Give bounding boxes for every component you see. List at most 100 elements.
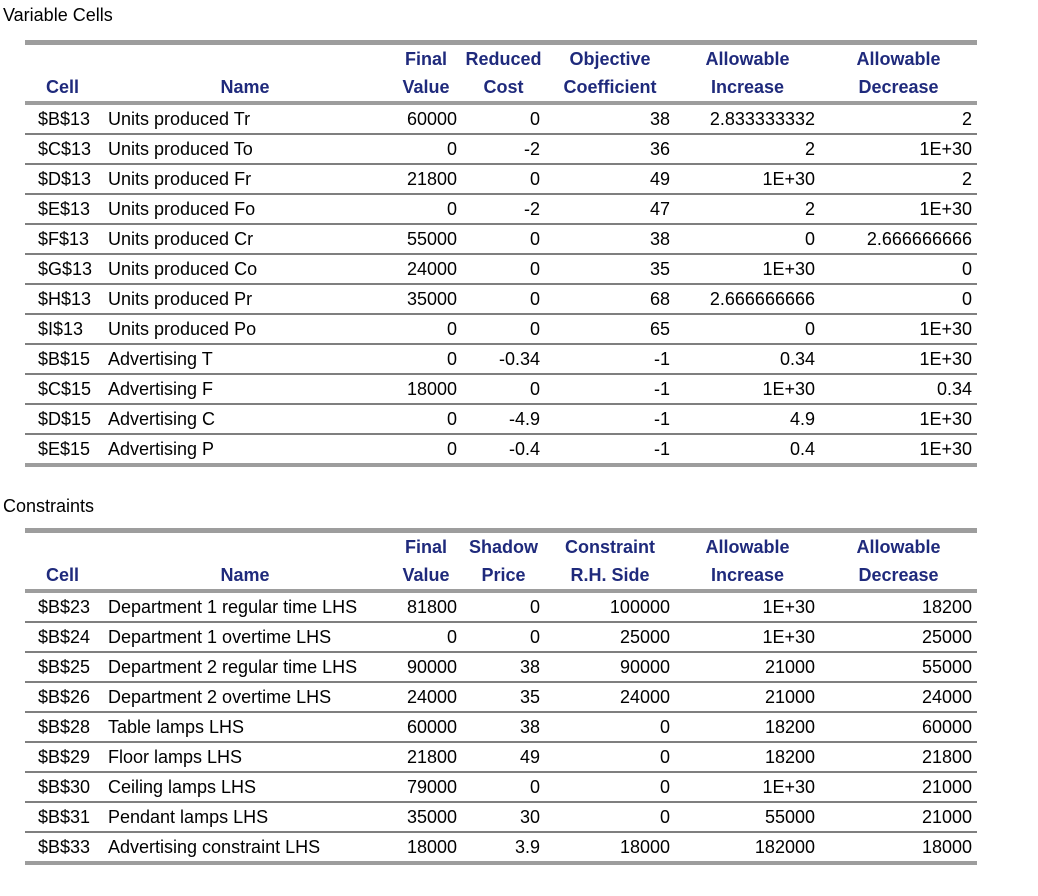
allowable-decrease-cell: 2 xyxy=(820,164,977,195)
final-value-cell: 0 xyxy=(390,404,462,435)
allowable-decrease-cell: 55000 xyxy=(820,652,977,683)
name-cell: Floor lamps LHS xyxy=(100,742,390,773)
allowable-increase-cell: 18200 xyxy=(675,742,820,773)
final-value-cell: 24000 xyxy=(390,254,462,285)
table-row: $F$13 Units produced Cr 55000 0 38 0 2.6666666… xyxy=(25,224,977,255)
cell-cell: $B$29 xyxy=(25,742,100,773)
allowable-increase-cell: 2 xyxy=(675,194,820,225)
col-header-allowable-dec: Allowable xyxy=(856,48,941,69)
allowable-increase-cell: 182000 xyxy=(675,832,820,865)
shadow-price-cell: 0 xyxy=(462,591,545,623)
allowable-increase-cell: 0 xyxy=(675,224,820,255)
final-value-cell: 35000 xyxy=(390,802,462,833)
objective-coefficient-cell: 35 xyxy=(545,254,675,285)
name-cell: Advertising F xyxy=(100,374,390,405)
col-header-increase: Increase xyxy=(675,561,820,593)
cell-cell: $B$13 xyxy=(25,103,100,135)
allowable-decrease-cell: 1E+30 xyxy=(820,194,977,225)
col-header-cell: Cell xyxy=(25,73,100,105)
col-header-rhs: R.H. Side xyxy=(545,561,675,593)
allowable-increase-cell: 4.9 xyxy=(675,404,820,435)
allowable-decrease-cell: 1E+30 xyxy=(820,314,977,345)
shadow-price-cell: 38 xyxy=(462,652,545,683)
table-row: $B$23 Department 1 regular time LHS 81800 0… xyxy=(25,591,977,623)
final-value-cell: 0 xyxy=(390,622,462,653)
allowable-increase-cell: 1E+30 xyxy=(675,622,820,653)
cell-cell: $B$33 xyxy=(25,832,100,865)
variable-cells-section-title: Variable Cells xyxy=(3,5,113,25)
objective-coefficient-cell: 38 xyxy=(545,224,675,255)
final-value-cell: 0 xyxy=(390,314,462,345)
constraints-section-title: Constraints xyxy=(3,496,95,516)
allowable-decrease-cell: 1E+30 xyxy=(820,404,977,435)
allowable-decrease-cell: 25000 xyxy=(820,622,977,653)
cell-cell: $E$15 xyxy=(25,434,100,467)
constraint-rhs-cell: 0 xyxy=(545,802,675,833)
final-value-cell: 55000 xyxy=(390,224,462,255)
final-value-cell: 18000 xyxy=(390,374,462,405)
table-row: $D$13 Units produced Fr 21800 0 49 1E+30 2 xyxy=(25,164,977,195)
cell-cell: $G$13 xyxy=(25,254,100,285)
allowable-decrease-cell: 2 xyxy=(820,103,977,135)
col-header-reduced: Reduced xyxy=(465,48,542,69)
cell-cell: $B$30 xyxy=(25,772,100,803)
col-header-shadow: Shadow xyxy=(468,536,538,557)
header-row-1: Final Reduced Objective Allowable Allowa… xyxy=(25,43,977,74)
constraint-rhs-cell: 0 xyxy=(545,742,675,773)
final-value-cell: 21800 xyxy=(390,742,462,773)
allowable-decrease-cell: 1E+30 xyxy=(820,134,977,165)
name-cell: Units produced Fr xyxy=(100,164,390,195)
allowable-increase-cell: 1E+30 xyxy=(675,254,820,285)
objective-coefficient-cell: -1 xyxy=(545,374,675,405)
col-header-name: Name xyxy=(100,73,390,105)
final-value-cell: 18000 xyxy=(390,832,462,865)
final-value-cell: 81800 xyxy=(390,591,462,623)
table-row: $C$15 Advertising F 18000 0 -1 1E+30 0.34 xyxy=(25,374,977,405)
final-value-cell: 79000 xyxy=(390,772,462,803)
table-row: $I$13 Units produced Po 0 0 65 0 1E+30 xyxy=(25,314,977,345)
final-value-cell: 24000 xyxy=(390,682,462,713)
objective-coefficient-cell: 65 xyxy=(545,314,675,345)
table-row: $C$13 Units produced To 0 -2 36 2 1E+30 xyxy=(25,134,977,165)
name-cell: Units produced Co xyxy=(100,254,390,285)
reduced-cost-cell: 0 xyxy=(462,164,545,195)
constraint-rhs-cell: 0 xyxy=(545,712,675,743)
objective-coefficient-cell: 38 xyxy=(545,103,675,135)
allowable-decrease-cell: 1E+30 xyxy=(820,344,977,375)
objective-coefficient-cell: 49 xyxy=(545,164,675,195)
col-header-blank xyxy=(25,531,100,562)
col-header-coefficient: Coefficient xyxy=(545,73,675,105)
col-header-value: Value xyxy=(390,73,462,105)
table-row: $B$25 Department 2 regular time LHS 90000 3… xyxy=(25,652,977,683)
cell-cell: $B$31 xyxy=(25,802,100,833)
objective-coefficient-cell: 68 xyxy=(545,284,675,315)
name-cell: Units produced Po xyxy=(100,314,390,345)
col-header-decrease: Decrease xyxy=(820,73,977,105)
table-row: $G$13 Units produced Co 24000 0 35 1E+30 0 xyxy=(25,254,977,285)
cell-cell: $B$24 xyxy=(25,622,100,653)
constraints-table: Final Shadow Constraint Allowable Allowa… xyxy=(25,528,977,865)
col-header-value: Value xyxy=(390,561,462,593)
table-row: $B$33 Advertising constraint LHS 18000 3.9 1… xyxy=(25,832,977,865)
cell-cell: $C$15 xyxy=(25,374,100,405)
col-header-blank xyxy=(100,531,390,562)
table-row: $B$24 Department 1 overtime LHS 0 0 25000 1E+… xyxy=(25,622,977,653)
shadow-price-cell: 30 xyxy=(462,802,545,833)
table-row: $B$29 Floor lamps LHS 21800 49 0 18200 21800 xyxy=(25,742,977,773)
name-cell: Table lamps LHS xyxy=(100,712,390,743)
cell-cell: $B$26 xyxy=(25,682,100,713)
objective-coefficient-cell: -1 xyxy=(545,404,675,435)
cell-cell: $B$23 xyxy=(25,591,100,623)
final-value-cell: 0 xyxy=(390,134,462,165)
allowable-decrease-cell: 18200 xyxy=(820,591,977,623)
shadow-price-cell: 0 xyxy=(462,772,545,803)
col-header-allowable-inc: Allowable xyxy=(705,48,790,69)
shadow-price-cell: 3.9 xyxy=(462,832,545,865)
reduced-cost-cell: 0 xyxy=(462,284,545,315)
allowable-decrease-cell: 18000 xyxy=(820,832,977,865)
cell-cell: $B$25 xyxy=(25,652,100,683)
cell-cell: $E$13 xyxy=(25,194,100,225)
allowable-increase-cell: 1E+30 xyxy=(675,164,820,195)
reduced-cost-cell: 0 xyxy=(462,374,545,405)
allowable-decrease-cell: 21000 xyxy=(820,772,977,803)
